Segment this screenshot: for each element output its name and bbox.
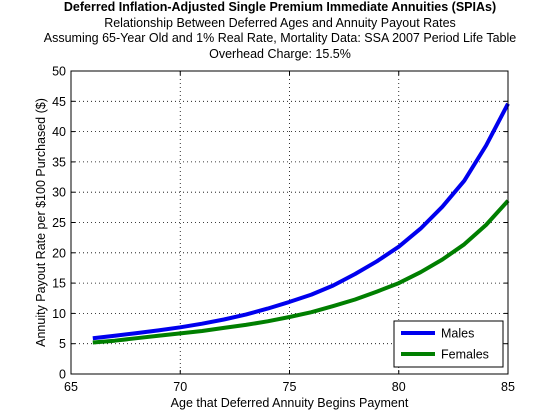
legend-box <box>393 320 504 368</box>
y-axis-label: Annuity Payout Rate per $100 Purchased (… <box>34 98 48 347</box>
y-tick-label: 5 <box>59 337 66 351</box>
chart-title: Deferred Inflation-Adjusted Single Premi… <box>63 0 497 14</box>
x-tick-label: 85 <box>501 380 515 394</box>
series-line-males <box>92 102 510 341</box>
y-tick-label: 10 <box>52 307 66 321</box>
x-tick-label: 80 <box>392 380 406 394</box>
chart-subtitle-2: Assuming 65-Year Old and 1% Real Rate, M… <box>43 31 517 45</box>
legend-label-males: Males <box>441 327 474 341</box>
y-tick-label: 30 <box>52 186 66 200</box>
chart-titles: Deferred Inflation-Adjusted Single Premi… <box>0 0 560 62</box>
y-tick-label: 0 <box>59 368 66 382</box>
series-layer <box>92 102 510 345</box>
chart-subtitle-1: Relationship Between Deferred Ages and A… <box>104 15 456 30</box>
legend-label-females: Females <box>441 348 489 362</box>
axis-ticks: 65 70 75 80 85 0 5 10 15 20 25 30 35 40 45 50 <box>52 65 515 395</box>
x-tick-label: 65 <box>64 380 78 394</box>
series-line-females <box>92 199 510 345</box>
y-tick-label: 35 <box>52 155 66 169</box>
y-tick-label: 40 <box>52 125 66 139</box>
y-tick-label: 25 <box>52 216 66 230</box>
x-tick-label: 75 <box>283 380 297 394</box>
y-tick-label: 45 <box>52 95 66 109</box>
y-tick-label: 20 <box>52 246 66 260</box>
chart-subtitle-3: Overhead Charge: 15.5% <box>209 46 351 61</box>
legend: Males Females <box>393 320 504 368</box>
y-tick-label: 15 <box>52 277 66 291</box>
x-tick-label: 70 <box>173 380 187 394</box>
x-axis-label: Age that Deferred Annuity Begins Payment <box>171 396 409 410</box>
y-tick-label: 50 <box>52 65 66 79</box>
